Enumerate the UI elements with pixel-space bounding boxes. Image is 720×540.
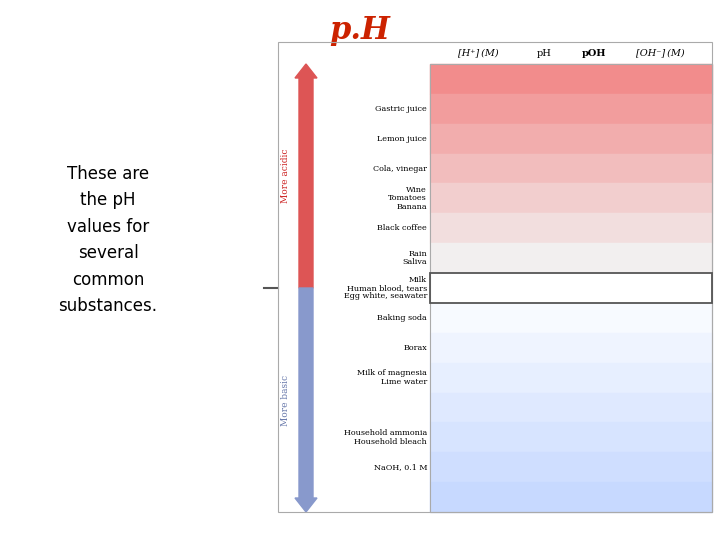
Text: 11.0: 11.0 [582,164,606,173]
Text: 0.0: 0.0 [585,492,603,502]
Text: 9.0: 9.0 [536,343,552,352]
Text: Baking soda: Baking soda [377,314,427,322]
Text: 13.0: 13.0 [532,463,556,472]
Text: 1×10⁻⁴: 1×10⁻⁴ [463,194,493,202]
Text: 9.0: 9.0 [585,224,603,233]
Text: 14.0: 14.0 [532,492,556,502]
Text: Household bleach: Household bleach [354,437,427,446]
Text: 5.0: 5.0 [536,224,552,233]
Text: 1×10⁻¹: 1×10⁻¹ [463,105,493,113]
Text: [H⁺] (​M): [H⁺] (​M) [458,49,498,57]
Text: 1 (1×10⁻⁰): 1 (1×10⁻⁰) [637,493,683,501]
Text: Black coffee: Black coffee [377,224,427,232]
Text: 1×10⁻¹¹: 1×10⁻¹¹ [643,165,677,173]
Text: pOH: pOH [582,49,606,57]
Text: Egg white, seawater: Egg white, seawater [343,293,427,300]
Text: Milk of magnesia: Milk of magnesia [357,369,427,377]
Text: 1×10⁻⁶: 1×10⁻⁶ [463,254,493,262]
Text: 12.0: 12.0 [532,433,556,442]
Text: 1×10⁻⁷: 1×10⁻⁷ [463,284,493,292]
Text: NaOH, 0.1 M: NaOH, 0.1 M [374,463,427,471]
Text: Wine: Wine [406,186,427,194]
Text: 7.0: 7.0 [585,284,603,293]
Text: Cola, vinegar: Cola, vinegar [373,165,427,173]
Text: 1×10⁻¹³: 1×10⁻¹³ [461,463,495,471]
Text: 2.0: 2.0 [536,134,552,143]
Text: 8.0: 8.0 [536,313,552,322]
Text: 1×10⁻²: 1×10⁻² [644,433,675,441]
Text: 10.0: 10.0 [582,194,606,203]
Text: 6.0: 6.0 [536,254,552,262]
Text: 3.0: 3.0 [585,403,603,412]
Text: 1×10⁻⁹: 1×10⁻⁹ [644,224,675,232]
FancyArrow shape [295,64,317,288]
Text: Gastric juice: Gastric juice [375,105,427,113]
Text: Banana: Banana [397,203,427,211]
Text: 12.0: 12.0 [582,134,606,143]
Text: 1×10⁻⁵: 1×10⁻⁵ [463,224,493,232]
Text: 11.0: 11.0 [532,403,556,412]
Text: Tomatoes: Tomatoes [388,194,427,202]
Text: 0.0: 0.0 [536,75,552,84]
Text: 1×10⁻⁵: 1×10⁻⁵ [644,344,675,352]
Text: These are
the pH
values for
several
common
substances.: These are the pH values for several comm… [58,165,158,315]
Text: 3.0: 3.0 [536,164,552,173]
Text: 1 (1×10⁻⁰): 1 (1×10⁻⁰) [455,75,500,83]
Text: 1×10⁻¹²: 1×10⁻¹² [461,433,495,441]
Text: More basic: More basic [281,374,289,426]
Text: 14.0: 14.0 [582,75,606,84]
Text: 1.0: 1.0 [536,104,552,113]
Text: 13.0: 13.0 [582,104,606,113]
Text: 7.0: 7.0 [536,284,552,293]
Text: 1×10⁻¹²: 1×10⁻¹² [643,134,677,143]
Text: 1×10⁻⁷: 1×10⁻⁷ [644,284,675,292]
Text: 1.0: 1.0 [585,463,603,472]
Text: 1×10⁻³: 1×10⁻³ [644,403,675,411]
Text: 8.0: 8.0 [585,254,603,262]
Text: Lime water: Lime water [381,378,427,386]
Text: 1×10⁻³: 1×10⁻³ [463,165,493,173]
Text: Borax: Borax [403,344,427,352]
FancyArrow shape [295,288,317,512]
Text: 1×10⁻⁴: 1×10⁻⁴ [644,374,675,382]
Text: 5.0: 5.0 [585,343,603,352]
Text: Saliva: Saliva [402,258,427,266]
Text: 1×10⁻¹⁴: 1×10⁻¹⁴ [643,75,677,83]
Text: 1×10⁻⁸: 1×10⁻⁸ [463,314,493,322]
Text: [OH⁻] (​M): [OH⁻] (​M) [636,49,684,57]
Text: 1×10⁻²: 1×10⁻² [463,134,493,143]
Text: Rain: Rain [408,250,427,258]
Text: 1×10⁻¹⁰: 1×10⁻¹⁰ [461,374,495,382]
Text: 1×10⁻⁶: 1×10⁻⁶ [644,314,675,322]
Text: 1×10⁻⁸: 1×10⁻⁸ [644,254,675,262]
Text: p.H: p.H [330,15,390,46]
Text: 10.0: 10.0 [532,373,556,382]
Text: 1×10⁻¹⁰: 1×10⁻¹⁰ [643,194,677,202]
Text: 1×10⁻¹³: 1×10⁻¹³ [643,105,677,113]
Text: 2.0: 2.0 [585,433,603,442]
Text: 1×10⁻⁹: 1×10⁻⁹ [463,344,493,352]
Text: Lemon juice: Lemon juice [377,134,427,143]
Text: pH: pH [536,49,552,57]
Text: Milk: Milk [409,275,427,284]
Text: 1×10⁻¹¹: 1×10⁻¹¹ [461,403,495,411]
Text: 4.0: 4.0 [536,194,552,203]
Text: 6.0: 6.0 [585,313,603,322]
Text: Human blood, tears: Human blood, tears [347,284,427,292]
Text: More acidic: More acidic [281,148,289,203]
Text: 1×10⁻¹⁴: 1×10⁻¹⁴ [461,493,495,501]
Text: Household ammonia: Household ammonia [343,429,427,437]
Text: 4.0: 4.0 [585,373,603,382]
Text: 1×10⁻¹: 1×10⁻¹ [644,463,675,471]
